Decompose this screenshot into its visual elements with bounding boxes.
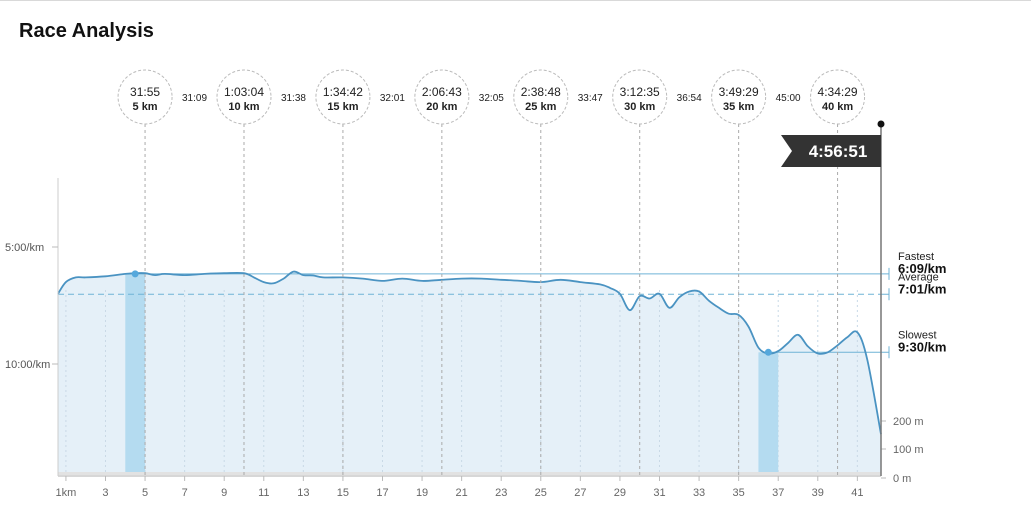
x-tick-label: 15 xyxy=(337,487,349,499)
finish-time: 4:56:51 xyxy=(809,142,868,161)
x-tick-label: 19 xyxy=(416,487,428,499)
reference-label-average: Average xyxy=(898,271,939,283)
checkpoint-time: 1:34:42 xyxy=(323,85,363,99)
x-tick-label: 37 xyxy=(772,487,784,499)
x-tick-label: 23 xyxy=(495,487,507,499)
elevation-profile xyxy=(58,472,881,477)
checkpoint-time: 2:06:43 xyxy=(422,85,462,99)
split-time: 45:00 xyxy=(776,93,801,104)
highlight-ranges xyxy=(125,273,779,476)
slowest-point xyxy=(764,348,772,356)
x-tick-label: 5 xyxy=(142,487,148,499)
checkpoint-distance: 30 km xyxy=(624,101,655,113)
checkpoint-bubble xyxy=(216,69,272,125)
reference-label-fastest: Fastest xyxy=(898,251,934,263)
y-tick-label: 5:00/km xyxy=(5,242,44,254)
checkpoint-time: 3:49:29 xyxy=(719,85,759,99)
pace-line-group xyxy=(57,270,882,435)
finish-flag: 4:56:51 xyxy=(781,120,885,476)
reference-value-slowest: 9:30/km xyxy=(898,339,946,354)
x-tick-label: 35 xyxy=(733,487,745,499)
slowest-km-highlight xyxy=(758,352,779,476)
x-tick-label: 41 xyxy=(851,487,863,499)
checkpoint-distance: 15 km xyxy=(327,101,358,113)
checkpoint-bubble xyxy=(612,69,668,125)
reference-bracket xyxy=(882,288,890,301)
y-tick-label: 10:00/km xyxy=(5,359,50,371)
x-tick-label: 21 xyxy=(456,487,468,499)
reference-value-fastest: 6:09/km xyxy=(898,261,946,276)
x-tick-label: 11 xyxy=(258,487,269,499)
x-tick-label: 17 xyxy=(376,487,388,499)
split-time: 36:54 xyxy=(677,93,702,104)
checkpoints: 31:55 5 km 1:03:04 10 km 1:34:42 15 km 2:06:43… xyxy=(117,69,866,476)
x-tick-label: 7 xyxy=(182,487,188,499)
fastest-point xyxy=(131,270,139,278)
reference-bracket xyxy=(882,346,890,359)
reference-value-average: 7:01/km xyxy=(898,281,946,296)
pace-area xyxy=(58,271,881,476)
x-tick-label: 25 xyxy=(535,487,547,499)
split-time: 32:05 xyxy=(479,93,504,104)
top-divider xyxy=(0,0,1031,1)
page-title: Race Analysis xyxy=(19,20,154,42)
x-tick-label: 3 xyxy=(102,487,108,499)
split-time: 32:01 xyxy=(380,93,405,104)
checkpoint-bubble xyxy=(810,69,866,125)
fastest-km-highlight xyxy=(125,273,146,476)
x-tick-label: 33 xyxy=(693,487,705,499)
checkpoint-distance: 20 km xyxy=(426,101,457,113)
split-time: 33:47 xyxy=(578,93,603,104)
checkpoint-time: 2:38:48 xyxy=(521,85,561,99)
checkpoint-bubble xyxy=(711,69,767,125)
x-tick-label: 39 xyxy=(812,487,824,499)
checkpoint-bubble xyxy=(315,69,371,125)
checkpoint-time: 1:03:04 xyxy=(224,85,264,99)
checkpoint-time: 3:12:35 xyxy=(620,85,660,99)
finish-flag-shape xyxy=(781,135,881,167)
checkpoint-time: 31:55 xyxy=(130,85,160,99)
x-tick-label: 31 xyxy=(653,487,665,499)
x-tick-label: 9 xyxy=(221,487,227,499)
x-tick-label: 1km xyxy=(56,487,77,499)
reference-bracket xyxy=(882,267,890,280)
elevation-tick-label: 200 m xyxy=(893,416,924,428)
elevation-tick-label: 100 m xyxy=(893,444,924,456)
pace-area-fill xyxy=(58,271,881,476)
checkpoint-time: 4:34:29 xyxy=(818,85,858,99)
x-tick-label: 27 xyxy=(574,487,586,499)
checkpoint-distance: 5 km xyxy=(133,101,158,113)
x-tick-label: 13 xyxy=(297,487,309,499)
elevation-strip xyxy=(58,472,881,477)
pace-line xyxy=(57,270,882,435)
elevation-tick-label: 0 m xyxy=(893,473,911,485)
checkpoint-bubble xyxy=(513,69,569,125)
split-time: 31:09 xyxy=(182,93,207,104)
checkpoint-bubble xyxy=(414,69,470,125)
reference-label-slowest: Slowest xyxy=(898,329,937,341)
split-time: 31:38 xyxy=(281,93,306,104)
checkpoint-distance: 40 km xyxy=(822,101,853,113)
finish-pole-top xyxy=(877,120,885,128)
checkpoint-distance: 25 km xyxy=(525,101,556,113)
checkpoint-distance: 35 km xyxy=(723,101,754,113)
checkpoint-bubble xyxy=(117,69,173,125)
checkpoint-distance: 10 km xyxy=(228,101,259,113)
x-tick-label: 29 xyxy=(614,487,626,499)
